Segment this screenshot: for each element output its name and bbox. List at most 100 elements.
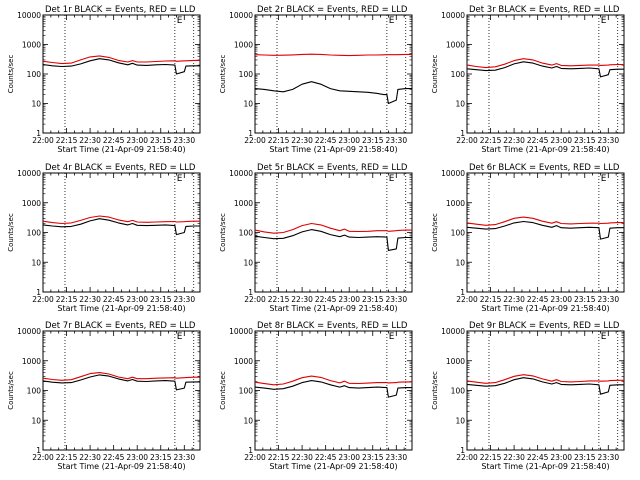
y-tick-label: 100 <box>239 229 254 238</box>
x-tick-label: 23:00 <box>550 295 572 304</box>
series-line-events <box>42 374 200 391</box>
x-tick-label: 23:00 <box>550 453 572 462</box>
x-tick-label: 23:30 <box>597 295 619 304</box>
y-tick-label: 100 <box>451 229 466 238</box>
x-tick-label: 23:00 <box>126 295 148 304</box>
x-tick-label: 23:30 <box>385 295 407 304</box>
x-axis-label: Start Time (21-Apr-09 21:58:40) <box>57 145 185 154</box>
x-tick-label: 22:15 <box>268 136 290 145</box>
x-tick-label: 23:30 <box>597 453 619 462</box>
panel-title: Det 1r BLACK = Events, RED = LLD <box>45 5 196 15</box>
y-tick-label: 1 <box>248 446 253 455</box>
y-tick-label: 100 <box>27 387 42 396</box>
x-tick-label: 23:30 <box>173 295 195 304</box>
series-line-events <box>42 218 200 236</box>
x-tick-label: 22:30 <box>291 295 313 304</box>
y-tick-label: 10000 <box>441 11 465 20</box>
y-axis-label: Counts/sec <box>219 55 227 94</box>
y-tick-label: 1 <box>460 129 465 138</box>
x-tick-label: 22:45 <box>103 295 125 304</box>
x-tick-label: 22:15 <box>268 295 290 304</box>
x-tick-label: 23:15 <box>574 453 596 462</box>
y-tick-label: 10000 <box>17 11 41 20</box>
x-tick-label: 23:30 <box>597 136 619 145</box>
x-tick-label: 23:15 <box>574 295 596 304</box>
x-tick-label: 23:00 <box>338 453 360 462</box>
x-axis-label: Start Time (21-Apr-09 21:58:40) <box>481 462 609 471</box>
series-line-events <box>466 220 624 240</box>
event-marker-label: E <box>389 332 395 342</box>
x-tick-label: 22:00 <box>32 295 54 304</box>
panel-title: Det 4r BLACK = Events, RED = LLD <box>45 163 196 173</box>
plot-frame <box>42 330 201 451</box>
x-tick-label: 22:00 <box>32 453 54 462</box>
series-line-events <box>42 58 200 75</box>
panel-title: Det 7r BLACK = Events, RED = LLD <box>45 321 196 331</box>
x-tick-label: 22:00 <box>456 136 478 145</box>
x-tick-label: 23:15 <box>574 136 596 145</box>
y-tick-label: 1 <box>248 129 253 138</box>
x-tick-label: 22:15 <box>56 453 78 462</box>
x-tick-label: 22:45 <box>103 136 125 145</box>
x-tick-label: 23:00 <box>338 136 360 145</box>
x-tick-label: 23:30 <box>385 136 407 145</box>
y-tick-label: 1000 <box>234 41 253 50</box>
series-line-events <box>254 229 412 251</box>
event-marker-label: E <box>389 16 395 26</box>
y-tick-label: 10 <box>31 100 41 109</box>
y-tick-label: 1 <box>460 288 465 297</box>
x-tick-label: 22:45 <box>103 453 125 462</box>
x-axis-label: Start Time (21-Apr-09 21:58:40) <box>269 462 397 471</box>
y-tick-label: 100 <box>451 70 466 79</box>
y-tick-label: 1 <box>460 446 465 455</box>
y-tick-label: 10000 <box>441 169 465 178</box>
series-line-lld <box>466 374 624 384</box>
y-tick-label: 1 <box>248 288 253 297</box>
series-line-lld <box>42 215 200 225</box>
x-tick-label: 23:15 <box>150 453 172 462</box>
x-tick-label: 22:30 <box>291 136 313 145</box>
x-tick-label: 23:00 <box>126 136 148 145</box>
event-marker-label: E <box>601 332 607 342</box>
y-tick-label: 10000 <box>229 327 253 336</box>
y-axis-label: Counts/sec <box>431 371 439 410</box>
x-tick-label: 22:30 <box>79 136 101 145</box>
y-axis-label: Counts/sec <box>219 371 227 410</box>
x-tick-label: 22:00 <box>456 295 478 304</box>
x-tick-label: 22:15 <box>480 295 502 304</box>
x-tick-label: 22:15 <box>480 453 502 462</box>
x-tick-label: 22:15 <box>268 453 290 462</box>
x-tick-label: 22:30 <box>503 295 525 304</box>
x-tick-label: 22:30 <box>503 453 525 462</box>
y-tick-label: 1000 <box>22 199 41 208</box>
x-axis-label: Start Time (21-Apr-09 21:58:40) <box>57 462 185 471</box>
series-line-events <box>254 380 412 398</box>
series-line-events <box>466 377 624 395</box>
x-tick-label: 22:45 <box>527 453 549 462</box>
x-tick-label: 22:00 <box>244 295 266 304</box>
x-tick-label: 22:45 <box>527 295 549 304</box>
x-tick-label: 23:30 <box>173 453 195 462</box>
x-tick-label: 23:15 <box>362 136 384 145</box>
y-tick-label: 10 <box>243 100 253 109</box>
panel-title: Det 2r BLACK = Events, RED = LLD <box>257 5 408 15</box>
x-tick-label: 23:30 <box>173 136 195 145</box>
panel-title: Det 8r BLACK = Events, RED = LLD <box>257 321 408 331</box>
x-tick-label: 23:15 <box>150 295 172 304</box>
y-tick-label: 1000 <box>22 41 41 50</box>
event-marker-label: E <box>601 174 607 184</box>
y-tick-label: 100 <box>451 387 466 396</box>
x-tick-label: 22:30 <box>503 136 525 145</box>
series-line-lld <box>466 58 624 69</box>
y-axis-label: Counts/sec <box>7 371 15 410</box>
panel-title: Det 6r BLACK = Events, RED = LLD <box>469 163 620 173</box>
y-tick-label: 10 <box>243 258 253 267</box>
x-tick-label: 22:15 <box>56 295 78 304</box>
